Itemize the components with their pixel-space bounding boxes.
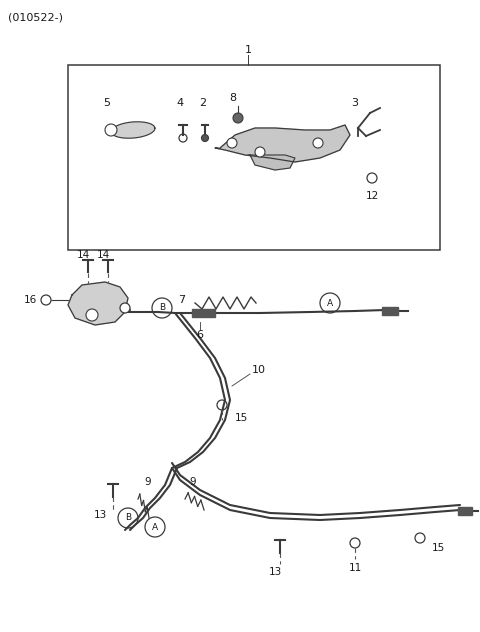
Text: 12: 12 (365, 191, 379, 201)
Circle shape (227, 138, 237, 148)
Bar (68, 65, 440, 250)
Polygon shape (382, 307, 398, 315)
Text: 5: 5 (104, 98, 110, 108)
Polygon shape (248, 155, 295, 170)
Circle shape (255, 147, 265, 157)
Text: (010522-): (010522-) (8, 12, 63, 22)
Text: 8: 8 (229, 93, 237, 103)
Circle shape (120, 303, 130, 313)
Circle shape (86, 309, 98, 321)
Text: 9: 9 (144, 477, 151, 487)
Polygon shape (68, 282, 128, 325)
Polygon shape (111, 122, 155, 138)
Text: 7: 7 (178, 295, 185, 305)
Text: 15: 15 (235, 413, 248, 423)
Text: 2: 2 (199, 98, 206, 108)
Text: A: A (327, 298, 333, 308)
Text: 16: 16 (24, 295, 37, 305)
Text: 14: 14 (76, 250, 90, 260)
Text: 9: 9 (190, 477, 196, 487)
Text: 13: 13 (94, 510, 107, 520)
Text: B: B (159, 303, 165, 312)
Text: B: B (125, 513, 131, 523)
Text: 14: 14 (96, 250, 109, 260)
Text: 13: 13 (268, 567, 282, 577)
Circle shape (202, 135, 208, 142)
Text: 10: 10 (252, 365, 266, 375)
Text: 4: 4 (177, 98, 183, 108)
Circle shape (105, 124, 117, 136)
Text: 15: 15 (432, 543, 445, 553)
Text: 11: 11 (348, 563, 361, 573)
Text: 6: 6 (196, 330, 204, 340)
Polygon shape (192, 309, 215, 317)
Circle shape (313, 138, 323, 148)
Text: A: A (152, 523, 158, 532)
Text: 1: 1 (244, 45, 252, 55)
Circle shape (233, 113, 243, 123)
Text: 3: 3 (351, 98, 359, 108)
Polygon shape (215, 125, 350, 162)
Polygon shape (458, 507, 472, 515)
